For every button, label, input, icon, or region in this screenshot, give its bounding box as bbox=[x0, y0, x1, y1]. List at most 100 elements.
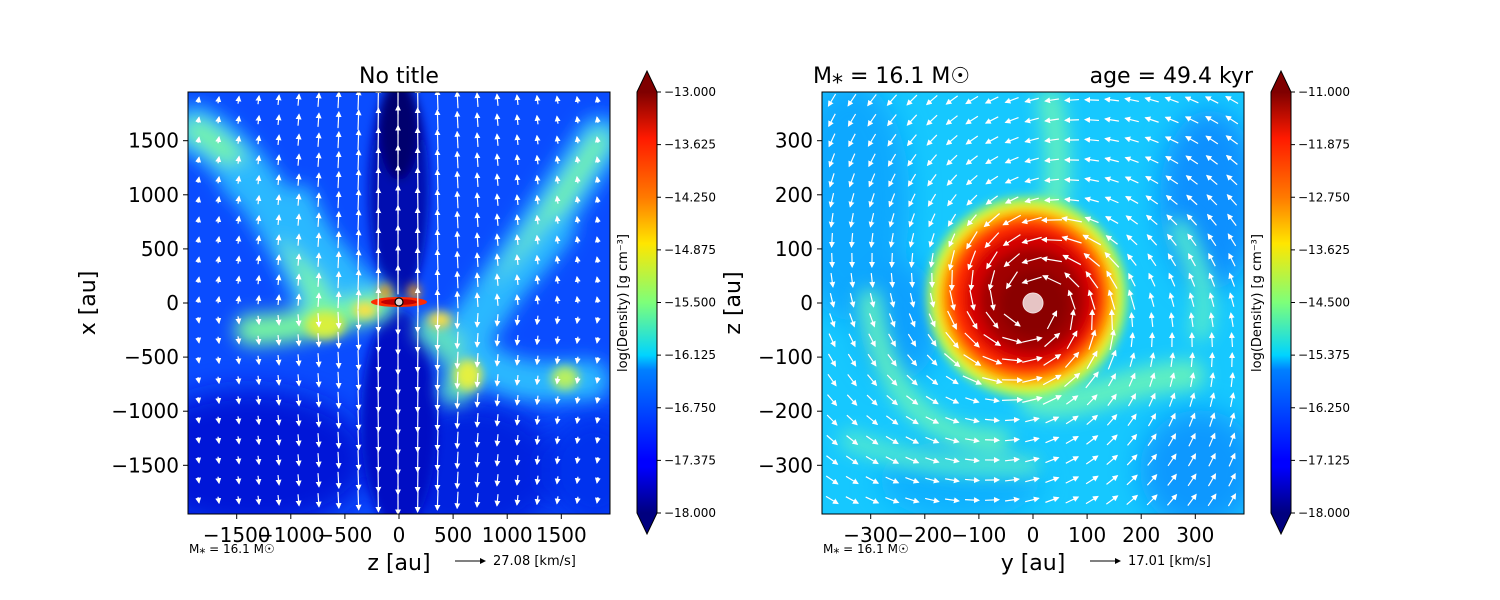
velocity-arrow bbox=[1145, 195, 1159, 205]
velocity-arrow bbox=[275, 154, 282, 165]
velocity-arrow bbox=[1003, 313, 1021, 327]
velocity-arrow bbox=[907, 333, 917, 347]
velocity-arrow bbox=[964, 437, 980, 444]
velocity-arrow bbox=[295, 233, 302, 246]
velocity-arrow bbox=[494, 314, 501, 327]
velocity-arrow bbox=[1004, 176, 1019, 184]
velocity-arrow bbox=[1164, 136, 1179, 144]
velocity-arrow bbox=[554, 95, 561, 104]
velocity-arrow bbox=[594, 476, 601, 484]
velocity-arrow bbox=[1085, 371, 1099, 389]
velocity-arrow bbox=[574, 316, 581, 325]
velocity-arrow bbox=[1106, 270, 1118, 289]
velocity-arrow bbox=[235, 496, 242, 505]
velocity-arrow bbox=[514, 194, 521, 206]
velocity-arrow bbox=[295, 273, 302, 286]
velocity-arrow bbox=[1104, 96, 1120, 103]
velocity-arrow bbox=[215, 316, 222, 325]
velocity-arrow bbox=[235, 235, 242, 244]
left-colorbar-tick-label: −13.625 bbox=[664, 138, 716, 152]
velocity-arrow bbox=[534, 315, 541, 326]
left-xtick-label: 500 bbox=[434, 523, 472, 547]
velocity-arrow bbox=[574, 295, 581, 304]
velocity-arrow bbox=[827, 353, 837, 367]
velocity-arrow bbox=[215, 295, 222, 304]
velocity-arrow bbox=[494, 374, 501, 387]
velocity-arrow bbox=[195, 276, 202, 284]
velocity-arrow bbox=[494, 293, 501, 306]
velocity-arrow bbox=[1104, 136, 1119, 143]
velocity-arrow bbox=[1044, 332, 1061, 348]
velocity-arrow bbox=[965, 155, 978, 165]
velocity-arrow bbox=[826, 455, 839, 465]
velocity-arrow bbox=[1229, 372, 1236, 388]
velocity-arrow bbox=[885, 496, 900, 504]
velocity-arrow bbox=[1104, 156, 1119, 163]
velocity-arrow bbox=[1024, 97, 1039, 104]
velocity-arrow bbox=[1226, 174, 1238, 186]
velocity-arrow bbox=[1185, 175, 1198, 185]
velocity-arrow bbox=[1144, 116, 1159, 123]
velocity-arrow bbox=[554, 356, 561, 365]
velocity-arrow bbox=[434, 109, 441, 130]
velocity-arrow bbox=[355, 129, 362, 150]
velocity-arrow bbox=[1021, 236, 1042, 245]
velocity-arrow bbox=[1189, 392, 1196, 407]
velocity-arrow bbox=[494, 494, 501, 507]
velocity-arrow bbox=[295, 173, 302, 186]
velocity-arrow bbox=[594, 356, 601, 364]
velocity-arrow bbox=[965, 417, 980, 424]
velocity-arrow bbox=[1128, 372, 1136, 387]
velocity-arrow bbox=[1144, 96, 1159, 103]
velocity-arrow bbox=[1169, 372, 1176, 387]
velocity-arrow bbox=[1106, 434, 1118, 446]
velocity-arrow bbox=[1187, 233, 1197, 247]
velocity-arrow bbox=[554, 496, 561, 505]
velocity-arrow bbox=[355, 269, 362, 290]
velocity-arrow bbox=[1084, 216, 1099, 224]
velocity-arrow bbox=[1186, 214, 1198, 226]
velocity-arrow bbox=[454, 491, 461, 510]
velocity-arrow bbox=[927, 193, 937, 207]
right-colorbar-tick-label: −12.750 bbox=[1298, 190, 1350, 204]
velocity-arrow bbox=[275, 254, 282, 265]
velocity-arrow bbox=[1225, 135, 1238, 145]
velocity-arrow bbox=[868, 213, 875, 228]
velocity-arrow bbox=[1165, 155, 1179, 165]
right-title-age: age = 49.4 kyr bbox=[1090, 64, 1254, 89]
velocity-arrow bbox=[1225, 95, 1239, 105]
velocity-arrow bbox=[255, 274, 262, 285]
right-xtick-label: 0 bbox=[1027, 523, 1040, 547]
velocity-arrow bbox=[554, 235, 561, 244]
velocity-arrow bbox=[1145, 214, 1158, 226]
velocity-arrow bbox=[867, 374, 878, 387]
velocity-arrow bbox=[474, 313, 481, 328]
velocity-arrow bbox=[1004, 116, 1019, 124]
velocity-arrow bbox=[1061, 235, 1082, 244]
velocity-arrow bbox=[1064, 97, 1080, 104]
velocity-arrow bbox=[315, 433, 322, 448]
velocity-arrow bbox=[946, 174, 958, 186]
velocity-arrow bbox=[1124, 176, 1139, 184]
velocity-arrow bbox=[1229, 392, 1236, 407]
velocity-arrow bbox=[494, 414, 501, 427]
velocity-arrow bbox=[554, 336, 561, 345]
velocity-arrow bbox=[1126, 494, 1139, 506]
velocity-arrow bbox=[1001, 396, 1023, 403]
velocity-arrow bbox=[235, 316, 242, 325]
velocity-arrow bbox=[1226, 194, 1238, 206]
velocity-arrow bbox=[1044, 157, 1060, 164]
velocity-arrow bbox=[907, 354, 918, 367]
velocity-arrow bbox=[849, 313, 856, 328]
velocity-arrow bbox=[1166, 233, 1177, 246]
velocity-arrow bbox=[235, 95, 242, 104]
velocity-arrow bbox=[534, 455, 541, 466]
velocity-arrow bbox=[1207, 233, 1217, 247]
velocity-arrow bbox=[355, 430, 362, 451]
velocity-arrow bbox=[215, 275, 222, 284]
velocity-arrow bbox=[474, 333, 481, 348]
velocity-arrow bbox=[1169, 352, 1176, 368]
velocity-arrow bbox=[845, 455, 859, 465]
velocity-arrow bbox=[275, 234, 282, 245]
velocity-arrow bbox=[255, 395, 262, 406]
